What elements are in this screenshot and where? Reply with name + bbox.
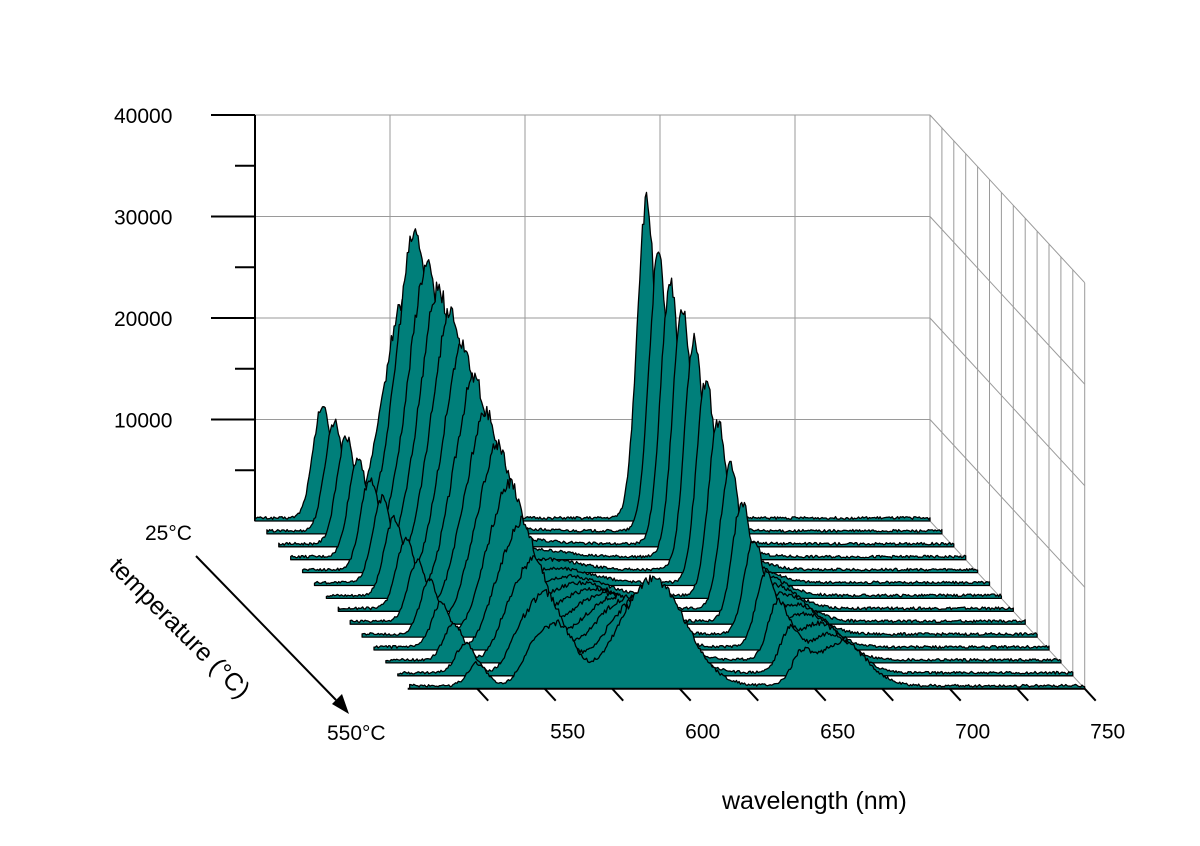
temperature-start-label: 25°C: [145, 522, 192, 545]
y-tick-label: 20000: [114, 308, 172, 331]
wavelength-axis-title: wavelength (nm): [721, 787, 907, 815]
x-tick: [678, 688, 692, 702]
y-tick-label: 10000: [114, 410, 172, 433]
x-tick-label: 750: [1090, 721, 1125, 744]
temperature-arrow-head: [332, 694, 349, 714]
x-tick: [1016, 688, 1029, 702]
temperature-axis-title: temperature (°C): [104, 552, 256, 704]
y-tick-label: 30000: [114, 207, 172, 230]
x-tick: [948, 688, 962, 702]
x-tick-label: 700: [955, 721, 990, 744]
side-wall-diagonal: [929, 114, 1086, 284]
spectrum-series-550C: [409, 574, 1086, 690]
x-tick-label: 600: [685, 721, 720, 744]
x-tick: [881, 688, 894, 702]
y-axis: 10000 20000 30000 40000: [114, 105, 256, 521]
x-tick-label: 650: [820, 721, 855, 744]
side-wall-diagonal: [929, 317, 1086, 487]
side-wall-diagonal: [929, 216, 1086, 385]
x-axis: 550 600 650 700 750: [407, 687, 1125, 744]
x-tick: [543, 688, 557, 702]
x-tick-label: 550: [550, 721, 585, 744]
side-wall-grid: [929, 114, 1086, 690]
x-tick: [611, 688, 624, 702]
side-wall-diagonal: [929, 419, 1086, 588]
y-tick-label: 40000: [114, 105, 172, 128]
x-tick: [746, 688, 759, 702]
spectra-stack: [254, 191, 1086, 690]
x-tick: [476, 688, 489, 702]
x-tick: [1083, 688, 1097, 702]
temperature-end-label: 550°C: [327, 722, 386, 745]
temperature-arrow-line: [195, 555, 337, 701]
x-tick: [813, 688, 827, 702]
